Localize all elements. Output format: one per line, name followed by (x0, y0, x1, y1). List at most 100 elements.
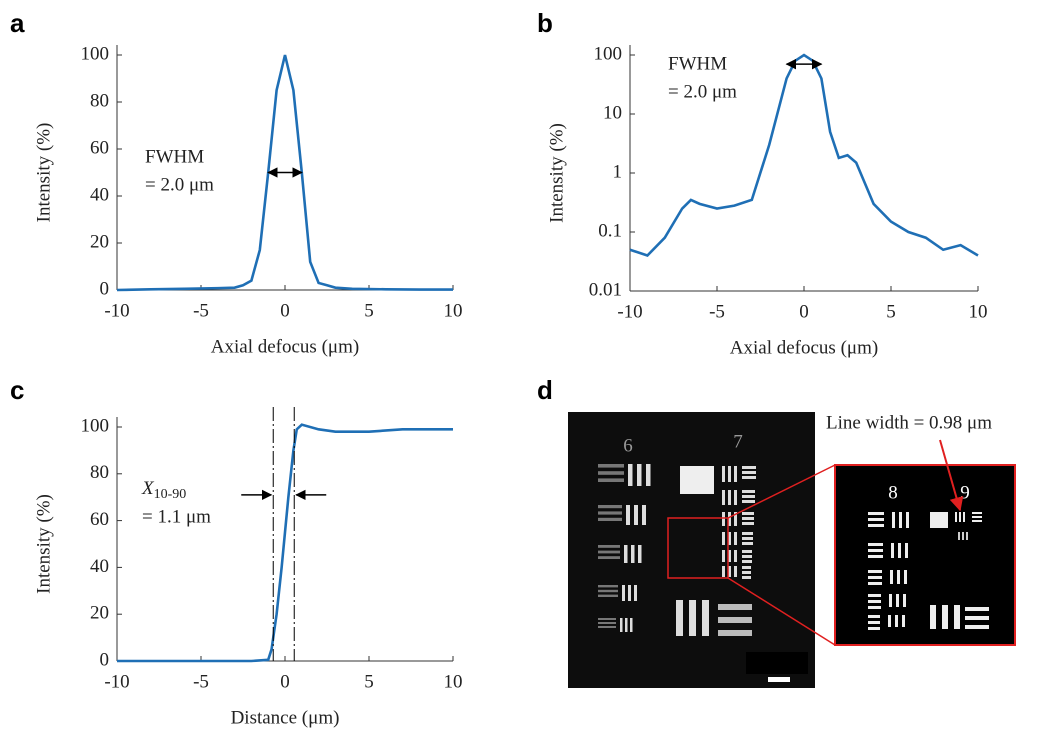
inset-label: 8 (888, 482, 898, 503)
x-tick-label: 10 (444, 300, 463, 321)
target-bar (904, 570, 907, 584)
target-bar (598, 626, 616, 628)
y-tick-label: 0.01 (589, 279, 622, 300)
y-tick-label: 10 (603, 102, 622, 123)
x-axis-label: Axial defocus (μm) (730, 337, 878, 358)
target-image (568, 412, 815, 688)
target-bar (722, 550, 725, 562)
target-bar (642, 505, 646, 525)
target-bar (722, 566, 725, 577)
target-bar (598, 551, 620, 554)
target-bar (868, 524, 884, 527)
target-bar (742, 476, 756, 479)
target-bar (965, 607, 989, 611)
target-bar (676, 600, 683, 636)
target-bar (742, 500, 755, 503)
target-bar (906, 512, 909, 528)
target-bar (734, 532, 737, 545)
image-annotation: Line width = 0.98 μm (826, 412, 992, 433)
target-bar (742, 466, 756, 469)
target-bar (898, 543, 901, 558)
target-bar (868, 582, 882, 585)
panel-label: d (537, 375, 553, 405)
target-bar (646, 464, 651, 486)
x-axis-label: Distance (μm) (231, 707, 340, 728)
panel-label: b (537, 8, 553, 38)
target-bar (598, 511, 622, 514)
target-bar (628, 585, 631, 601)
annotation: X10-90 (141, 478, 186, 502)
target-bar (972, 512, 982, 514)
x-tick-label: -10 (617, 301, 642, 322)
inset-label: 9 (960, 482, 970, 503)
target-bar (637, 464, 642, 486)
target-bar (742, 495, 755, 498)
target-bar (742, 522, 754, 525)
inset-square (930, 512, 948, 528)
target-bar (734, 550, 737, 562)
target-bar (728, 466, 731, 482)
target-bar (895, 615, 898, 627)
target-bar (902, 615, 905, 627)
annotation-subscript: 10-90 (154, 487, 187, 502)
y-axis-label: Intensity (%) (33, 494, 54, 594)
target-square (680, 466, 714, 494)
x-tick-label: -5 (709, 301, 725, 322)
target-bar (742, 471, 756, 474)
target-bar (868, 600, 881, 603)
x-tick-label: -10 (104, 671, 129, 692)
target-bar (972, 516, 982, 518)
y-tick-label: 80 (90, 90, 109, 111)
target-bar (962, 532, 964, 540)
target-bar (890, 570, 893, 584)
target-bar (624, 545, 628, 563)
target-bar (734, 466, 737, 482)
target-bar (742, 560, 752, 563)
scale-box (746, 652, 808, 674)
target-bar (954, 605, 960, 629)
x-tick-label: 5 (364, 671, 374, 692)
y-tick-label: 40 (90, 556, 109, 577)
target-bar (718, 617, 752, 623)
x-tick-label: 5 (364, 300, 374, 321)
target-bar (955, 512, 957, 522)
target-bar (631, 545, 635, 563)
target-bar (598, 595, 618, 597)
y-tick-label: 100 (594, 43, 623, 64)
target-bar (702, 600, 709, 636)
y-axis-label: Intensity (%) (546, 123, 567, 223)
target-bar (634, 585, 637, 601)
target-bar (899, 512, 902, 528)
y-axis-label: Intensity (%) (33, 123, 54, 223)
group-label: 7 (733, 431, 743, 452)
target-bar (742, 566, 751, 569)
y-tick-label: 20 (90, 603, 109, 624)
target-bar (868, 518, 884, 521)
target-bar (628, 464, 633, 486)
x-tick-label: 0 (280, 671, 290, 692)
target-bar (892, 512, 895, 528)
x-tick-label: -10 (104, 300, 129, 321)
target-bar (598, 618, 616, 620)
target-bar (966, 532, 968, 540)
x-tick-label: 0 (280, 300, 290, 321)
target-bar (722, 512, 725, 526)
target-bar (868, 594, 881, 597)
y-tick-label: 60 (90, 137, 109, 158)
target-bar (598, 622, 616, 624)
target-bar (722, 466, 725, 482)
x-axis-label: Axial defocus (μm) (211, 336, 359, 357)
y-tick-label: 60 (90, 509, 109, 530)
x-tick-label: -5 (193, 671, 209, 692)
target-bar (598, 585, 618, 587)
target-bar (903, 594, 906, 607)
target-bar (965, 625, 989, 629)
target-bar (620, 618, 623, 632)
target-bar (638, 545, 642, 563)
target-bar (742, 550, 752, 553)
panel-label: a (10, 8, 25, 38)
target-bar (742, 542, 753, 545)
y-tick-label: 100 (81, 415, 110, 436)
target-bar (598, 471, 624, 475)
annotation: FWHM (668, 53, 727, 74)
